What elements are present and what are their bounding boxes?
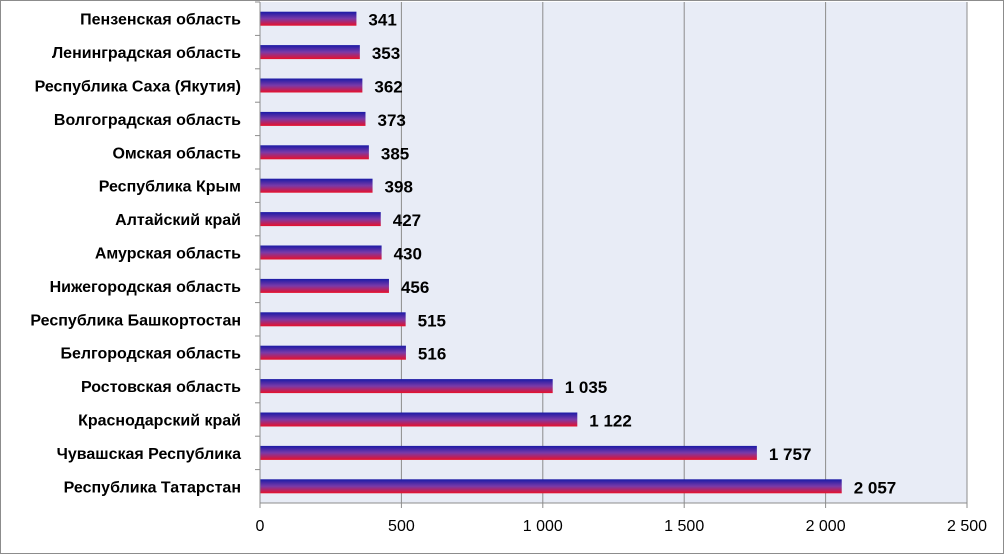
category-label: Республика Татарстан xyxy=(64,479,241,496)
value-label: 430 xyxy=(394,245,422,264)
category-label: Ростовская область xyxy=(81,379,241,396)
bar xyxy=(260,278,389,293)
x-tick-label: 2 000 xyxy=(806,518,846,535)
x-axis: 0 500 1 000 1 500 2 000 2 500 xyxy=(255,1,987,535)
value-label: 1 757 xyxy=(769,445,812,464)
bar xyxy=(260,178,373,193)
value-label: 353 xyxy=(372,44,400,63)
bar xyxy=(260,78,363,93)
value-label: 398 xyxy=(385,178,413,197)
category-label: Республика Башкортостан xyxy=(30,312,241,329)
value-label: 456 xyxy=(401,278,429,297)
category-label: Ленинградская область xyxy=(52,45,241,62)
category-labels: Пензенская область Ленинградская область Р… xyxy=(30,12,241,497)
value-label: 362 xyxy=(374,78,402,97)
x-tick-label: 2 500 xyxy=(947,518,987,535)
category-label: Волгоградская область xyxy=(54,112,241,129)
bar xyxy=(260,379,553,394)
value-label: 427 xyxy=(393,211,421,230)
value-label: 516 xyxy=(418,345,446,364)
x-tick-label: 0 xyxy=(256,518,265,535)
value-label: 341 xyxy=(368,11,396,30)
x-tick-label: 1 000 xyxy=(523,518,563,535)
value-label: 373 xyxy=(377,111,405,130)
bar xyxy=(260,11,357,26)
value-label: 515 xyxy=(418,311,446,330)
category-label: Нижегородская область xyxy=(50,279,242,296)
bars xyxy=(260,11,842,494)
value-labels: 341 353 362 373 385 398 427 430 456 515 516 1 035 1 … xyxy=(368,11,896,498)
value-label: 385 xyxy=(381,144,409,163)
bar xyxy=(260,45,360,60)
bar xyxy=(260,111,366,126)
bar xyxy=(260,212,381,227)
category-label: Алтайский край xyxy=(115,212,241,229)
bar xyxy=(260,412,578,427)
x-tick-label: 500 xyxy=(388,518,415,535)
bar xyxy=(260,445,757,460)
bar xyxy=(260,145,369,160)
bar xyxy=(260,312,406,327)
category-label: Омская область xyxy=(112,145,241,162)
category-label: Белгородская область xyxy=(60,346,241,363)
value-label: 1 122 xyxy=(589,412,632,431)
category-label: Республика Саха (Якутия) xyxy=(35,79,241,96)
value-label: 2 057 xyxy=(854,478,897,497)
category-label: Краснодарский край xyxy=(78,413,241,430)
bar xyxy=(260,479,842,494)
x-tick-label: 1 500 xyxy=(664,518,704,535)
category-label: Чувашская Республика xyxy=(57,446,242,463)
value-label: 1 035 xyxy=(565,378,608,397)
category-label: Республика Крым xyxy=(99,179,241,196)
category-label: Пензенская область xyxy=(80,12,241,29)
bar xyxy=(260,345,406,360)
category-label: Амурская область xyxy=(95,246,241,263)
bar xyxy=(260,245,382,260)
